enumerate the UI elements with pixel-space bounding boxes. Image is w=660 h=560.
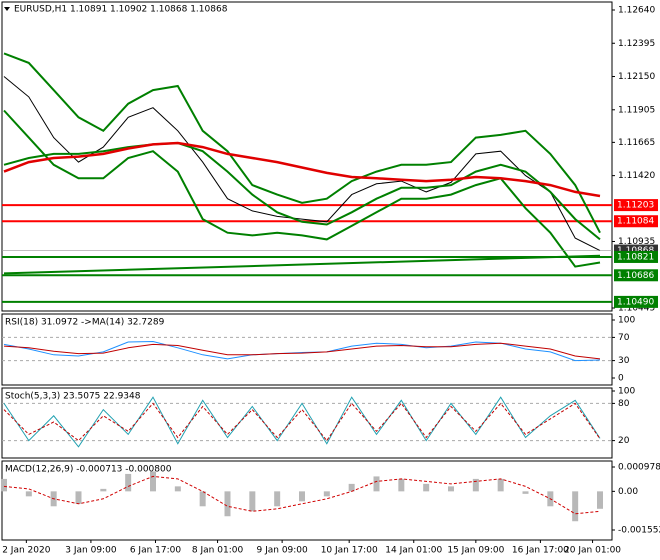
panel-frame: [1, 387, 613, 459]
series-line: [3, 475, 601, 515]
y-tick-label: 70: [618, 333, 630, 343]
y-tick-label: 1.11420: [618, 171, 655, 181]
panel-title: MACD(12,26,9) -0.000713 -0.000800: [5, 465, 172, 475]
histogram-bar: [150, 471, 156, 492]
series-line: [3, 76, 601, 252]
level-box: [614, 269, 658, 282]
series-line: [3, 141, 601, 241]
histogram-bar: [249, 491, 256, 512]
y-tick-label: 1.10445: [618, 304, 655, 314]
histogram-bar: [274, 491, 281, 507]
histogram-bar: [299, 491, 305, 502]
panel-title: EURUSD,H1 1.10891 1.10902 1.10868 1.1086…: [14, 5, 228, 15]
level-box: [614, 295, 658, 308]
y-tick-label: 30: [618, 356, 630, 366]
level-label: 1.10490: [617, 297, 654, 307]
histogram-bar: [423, 483, 430, 492]
x-tick-label: 2 Jan 2020: [2, 546, 50, 556]
y-tick-label: 100: [618, 387, 635, 397]
y-tick-label: 1.10935: [618, 237, 655, 247]
series-line: [3, 396, 601, 448]
x-tick-label: 16 Jan 17:00: [512, 546, 569, 556]
series-line: [3, 52, 601, 234]
panel-frame: [1, 1, 613, 312]
histogram-bar: [224, 491, 231, 517]
level-label: 1.11203: [617, 201, 654, 211]
y-tick-label: 0.000978: [618, 463, 660, 473]
panel-title: RSI(18) 31.0972 ->MA(14) 32.7289: [5, 318, 165, 328]
y-tick-label: 80: [618, 399, 630, 409]
histogram-bar: [100, 488, 107, 492]
x-tick-label: 3 Jan 09:00: [65, 546, 117, 556]
histogram-bar: [174, 486, 181, 492]
histogram-bar: [398, 478, 405, 492]
panel-frame: [1, 313, 613, 386]
histogram-bar: [472, 478, 479, 492]
level-box: [614, 215, 658, 228]
histogram-bar: [25, 491, 32, 497]
x-tick-label: 9 Jan 09:00: [257, 546, 309, 556]
y-tick-label: 1.12395: [618, 39, 655, 49]
x-tick-label: 10 Jan 17:00: [321, 546, 378, 556]
level-box: [614, 250, 658, 263]
x-tick-label: 14 Jan 01:00: [385, 546, 442, 556]
x-tick-label: 8 Jan 01:00: [192, 546, 244, 556]
level-label: 1.11084: [617, 217, 654, 227]
symbol-icon: [4, 7, 10, 11]
series-line: [3, 402, 601, 442]
y-tick-label: 1.11905: [618, 105, 655, 115]
y-tick-label: 1.12150: [618, 72, 655, 82]
y-tick-label: 0.00: [618, 487, 638, 497]
histogram-bar: [597, 491, 603, 509]
histogram-bar: [323, 491, 330, 497]
histogram-bar: [1, 478, 7, 492]
y-tick-label: 1.12640: [618, 6, 655, 16]
histogram-bar: [75, 491, 82, 504]
y-tick-label: -0.001552: [618, 526, 660, 536]
x-tick-label: 15 Jan 09:00: [447, 546, 504, 556]
panel-title: Stoch(5,3,3) 23.5075 22.9348: [5, 392, 141, 402]
y-tick-label: 100: [618, 316, 635, 326]
x-tick-label: 20 Jan 01:00: [564, 546, 621, 556]
series-line: [3, 342, 601, 360]
y-tick-label: 1.11665: [618, 138, 655, 148]
histogram-bar: [373, 476, 380, 492]
histogram-bar: [522, 491, 529, 494]
level-label: 1.10821: [617, 252, 654, 262]
histogram-bar: [199, 491, 206, 507]
histogram-bar: [125, 473, 132, 492]
x-tick-label: 6 Jan 17:00: [130, 546, 182, 556]
y-tick-label: 20: [618, 436, 630, 446]
panel-frame: [1, 460, 613, 541]
y-tick-label: 0: [618, 374, 624, 384]
histogram-bar: [497, 478, 504, 492]
level-label: 1.10686: [617, 271, 654, 281]
histogram-bar: [572, 491, 579, 522]
trend-line: [3, 254, 601, 275]
level-box: [614, 199, 658, 212]
series-line: [3, 141, 601, 198]
histogram-bar: [448, 486, 454, 492]
histogram-bar: [348, 483, 355, 492]
